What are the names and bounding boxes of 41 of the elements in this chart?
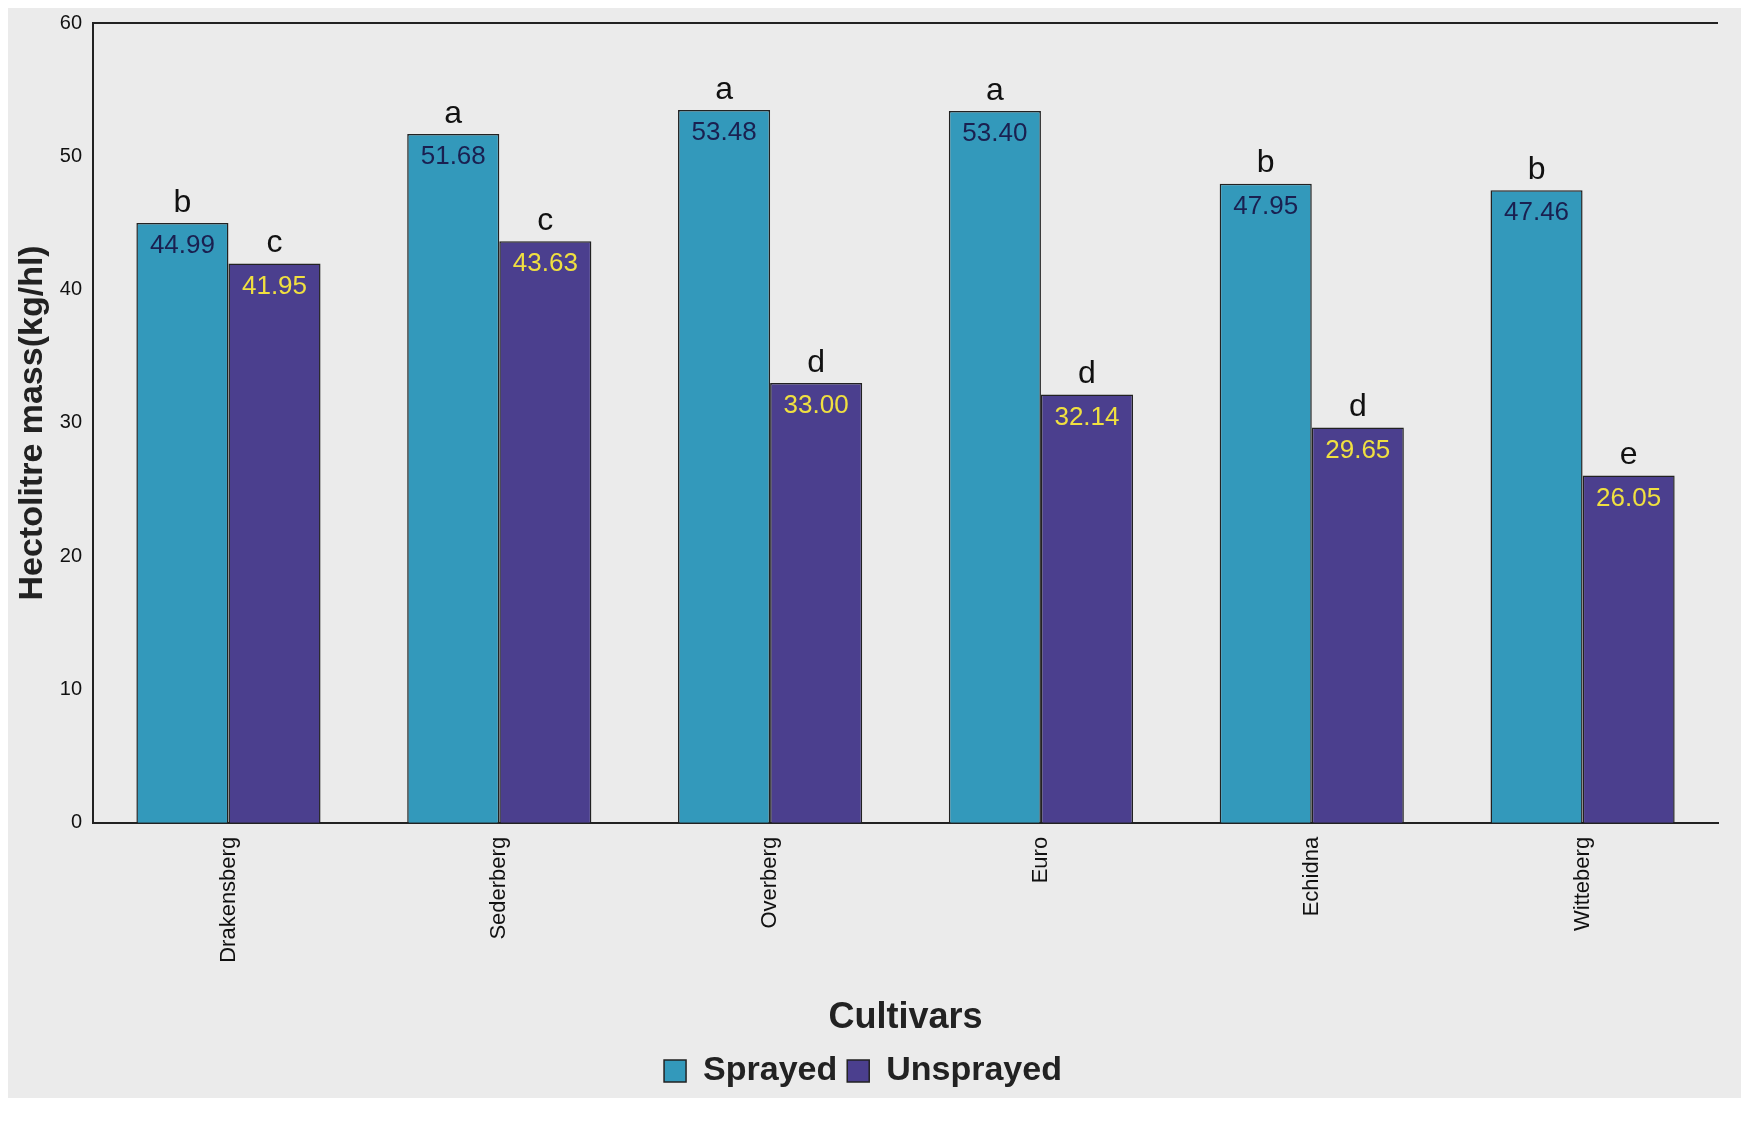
y-tick-label: 10 xyxy=(59,677,83,700)
y-tick-label: 60 xyxy=(59,10,83,33)
x-axis-title: Cultivars xyxy=(828,995,983,1037)
x-tick-label: Euro xyxy=(1027,836,1052,884)
data-label: 47.46 xyxy=(1504,196,1570,227)
annotation: a xyxy=(444,93,463,130)
annotation: d xyxy=(1078,354,1096,391)
x-tick-label: Overberg xyxy=(756,836,782,929)
data-label: 53.40 xyxy=(962,117,1028,148)
x-tick-label: Sederberg xyxy=(485,836,511,940)
data-label: 41.95 xyxy=(241,269,308,300)
y-tick-label: 20 xyxy=(59,543,83,566)
annotation: d xyxy=(807,342,826,379)
x-tick-label: Drakensberg xyxy=(214,836,240,963)
data-label: 53.48 xyxy=(691,116,757,147)
data-label: 43.63 xyxy=(512,247,578,278)
annotation: a xyxy=(986,70,1004,107)
y-tick-label: 50 xyxy=(59,143,83,166)
data-label: 26.05 xyxy=(1596,481,1662,512)
x-tick-label: Witteberg xyxy=(1568,836,1594,931)
annotation: b xyxy=(1527,150,1546,186)
y-tick-label: 30 xyxy=(59,410,83,433)
data-label: 32.14 xyxy=(1054,400,1120,431)
data-label: 44.99 xyxy=(149,229,215,260)
annotation: a xyxy=(715,69,734,106)
y-axis-title: Hectolitre mass(kg/hl) xyxy=(10,245,49,601)
y-tick-label: 0 xyxy=(70,810,83,833)
legend-label: Unsprayed xyxy=(886,1049,1062,1088)
y-tick-label: 40 xyxy=(59,277,83,300)
data-label: 33.00 xyxy=(783,389,849,420)
legend-label: Sprayed xyxy=(703,1049,838,1088)
data-label: 51.68 xyxy=(420,140,486,171)
data-label: 47.95 xyxy=(1233,189,1299,220)
annotation: e xyxy=(1619,435,1638,472)
annotation: b xyxy=(1256,143,1275,180)
annotation: c xyxy=(266,223,283,260)
x-tick-label: Echidna xyxy=(1297,836,1323,917)
data-label: 29.65 xyxy=(1325,433,1391,464)
annotation: c xyxy=(537,201,554,238)
annotation: b xyxy=(173,182,192,219)
annotation: d xyxy=(1348,387,1367,424)
